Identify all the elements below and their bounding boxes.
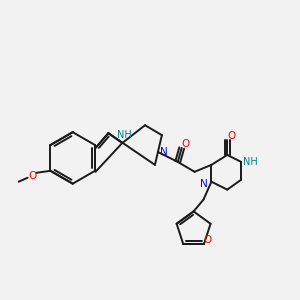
Text: NH: NH xyxy=(117,130,132,140)
Text: NH: NH xyxy=(243,157,257,167)
Text: N: N xyxy=(200,179,207,189)
Text: O: O xyxy=(227,131,236,141)
Text: O: O xyxy=(182,139,190,149)
Text: O: O xyxy=(203,235,212,245)
Text: N: N xyxy=(160,147,168,157)
Text: O: O xyxy=(28,171,37,181)
